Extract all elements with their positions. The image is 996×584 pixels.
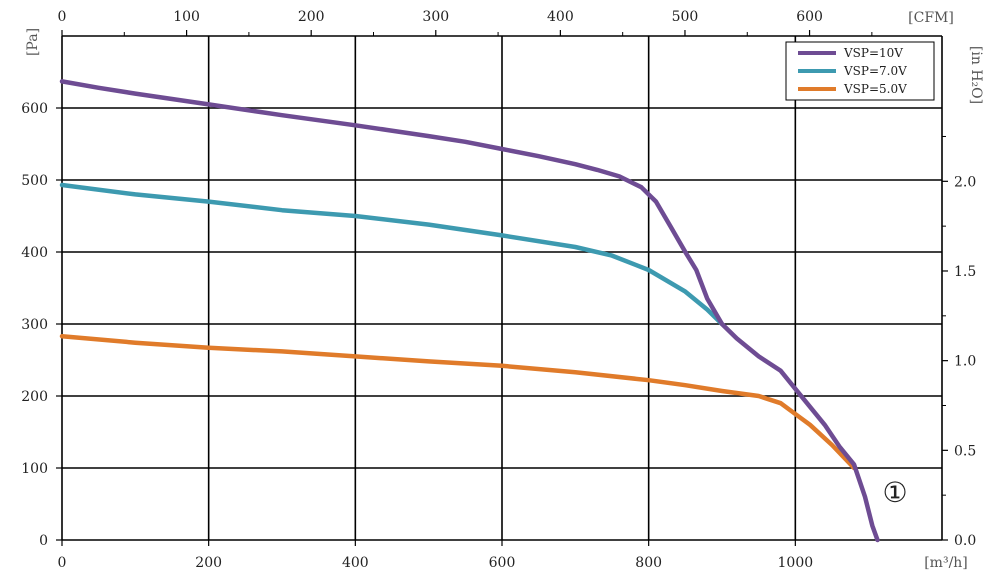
x2-tick-label: 600 xyxy=(796,9,823,25)
x2-tick-label: 100 xyxy=(173,9,200,25)
x2-unit-label: [CFM] xyxy=(908,10,954,26)
y-tick-label: 200 xyxy=(21,389,48,405)
legend-label: VSP=7.0V xyxy=(843,64,907,78)
x-tick-label: 800 xyxy=(635,555,662,571)
axes: 0 200 400 600 800 1000 0 100 200 300 400 500 600 0 100… xyxy=(21,9,976,571)
x-tick-label: 1000 xyxy=(778,555,814,571)
y-tick-label: 0 xyxy=(39,533,48,549)
series-line-vsp-5-0v xyxy=(59,333,857,471)
series-line-vsp-7-0v xyxy=(59,182,725,327)
y-tick-label: 500 xyxy=(21,173,48,189)
grid xyxy=(62,36,942,540)
y2-tick-label: 0.0 xyxy=(954,533,976,549)
x2-tick-label: 300 xyxy=(422,9,449,25)
series-line-vsp-10v xyxy=(59,79,880,543)
curve-marker: ① xyxy=(882,476,907,509)
x2-tick-label: 200 xyxy=(298,9,325,25)
x-tick-label: 600 xyxy=(489,555,516,571)
x-tick-label: 200 xyxy=(195,555,222,571)
y2-unit-label: [in H₂O] xyxy=(968,46,984,104)
y2-tick-label: 2.0 xyxy=(954,174,976,190)
y2-tick-label: 1.5 xyxy=(954,264,976,280)
legend: VSP=10V VSP=7.0V VSP=5.0V xyxy=(785,41,935,101)
x2-tick-label: 400 xyxy=(547,9,574,25)
x2-tick-label: 500 xyxy=(672,9,699,25)
y-tick-label: 300 xyxy=(21,317,48,333)
y-tick-label: 600 xyxy=(21,101,48,117)
legend-label: VSP=10V xyxy=(843,46,903,60)
legend-label: VSP=5.0V xyxy=(843,82,907,96)
y-tick-label: 100 xyxy=(21,461,48,477)
series-lines xyxy=(59,79,880,543)
x-unit-label: [m³/h] xyxy=(924,555,968,571)
x2-tick-label: 0 xyxy=(58,9,67,25)
y2-tick-label: 1.0 xyxy=(954,354,976,370)
x-tick-label: 0 xyxy=(58,555,67,571)
x-tick-label: 400 xyxy=(342,555,369,571)
y-tick-label: 400 xyxy=(21,245,48,261)
y-unit-label: [Pa] xyxy=(25,28,41,56)
y2-tick-label: 0.5 xyxy=(954,443,976,459)
